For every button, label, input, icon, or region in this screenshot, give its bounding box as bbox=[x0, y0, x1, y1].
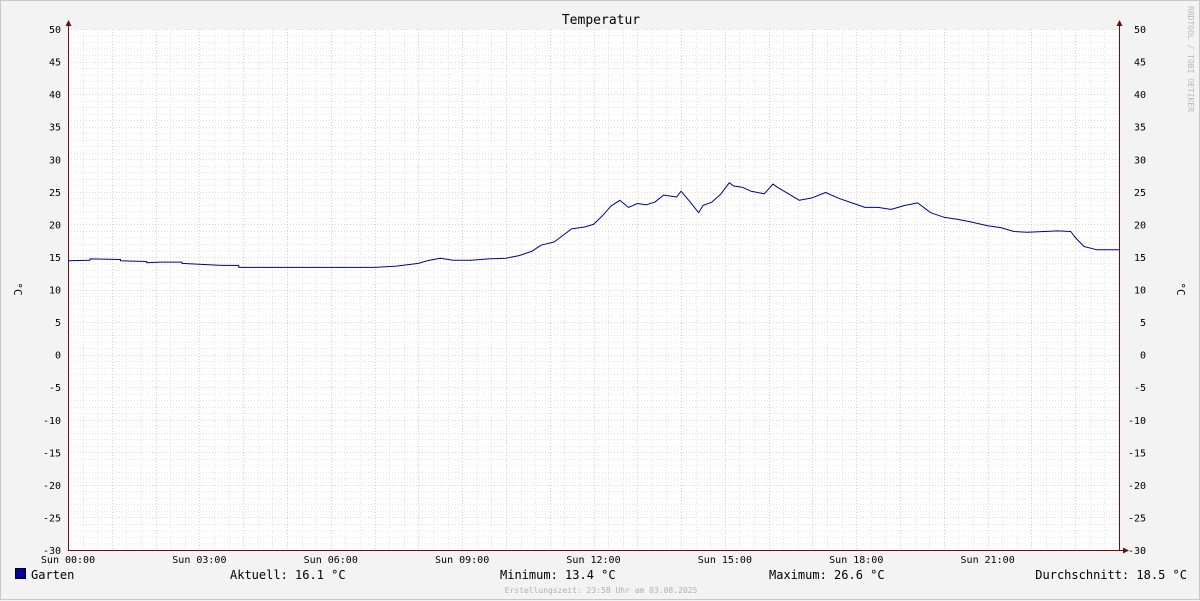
x-tick-labels: Sun 00:00 Sun 03:00 Sun 06:00 Sun 09:00 Sun … bbox=[41, 555, 1015, 566]
y-tick-label-right: 40 bbox=[1134, 90, 1146, 101]
y-tick-label-right: 50 bbox=[1134, 25, 1146, 36]
x-tick-label: Sun 12:00 bbox=[566, 555, 620, 566]
x-tick-label: Sun 06:00 bbox=[304, 555, 358, 566]
y-tick-label-right: 0 bbox=[1140, 351, 1146, 362]
y-tick-label-right: 5 bbox=[1140, 318, 1146, 329]
plot-area bbox=[68, 29, 1119, 550]
series-line-garten bbox=[67, 182, 1119, 268]
y-tick-label-right: -25 bbox=[1128, 513, 1146, 524]
y-tick-label-left: -30 bbox=[43, 546, 61, 557]
y-tick-label-left: 40 bbox=[49, 90, 61, 101]
y-tick-label-left: -10 bbox=[43, 416, 61, 427]
chart-title: Temperatur bbox=[562, 13, 640, 28]
legend-maximum: Maximum: 26.6 °C bbox=[769, 568, 885, 582]
y-tick-label-right: -20 bbox=[1128, 481, 1146, 492]
rrdtool-watermark: RRDTOOL / TOBI OETIKER bbox=[1186, 6, 1195, 112]
y-tick-label-left: 10 bbox=[49, 286, 61, 297]
footer-timestamp: Erstellungszeit: 23:58 Uhr am 03.08.2025 bbox=[504, 586, 698, 595]
y-tick-label-right: -30 bbox=[1128, 546, 1146, 557]
y-tick-label-left: 30 bbox=[49, 155, 61, 166]
y-tick-label-left: 45 bbox=[49, 58, 61, 69]
y-tick-label-left: 35 bbox=[49, 123, 61, 134]
major-grid bbox=[68, 29, 1120, 551]
x-tick-label: Sun 00:00 bbox=[41, 555, 95, 566]
legend-current: Aktuell: 16.1 °C bbox=[230, 568, 346, 582]
y-tick-label-right: -15 bbox=[1128, 448, 1146, 459]
y-tick-label-left: 50 bbox=[49, 25, 61, 36]
y-axis-arrow-right bbox=[1116, 20, 1123, 26]
legend-series-name: Garten bbox=[31, 568, 75, 582]
y-tick-label-left: -5 bbox=[49, 383, 61, 394]
legend-minimum: Minimum: 13.4 °C bbox=[500, 568, 616, 582]
y-tick-label-right: -10 bbox=[1128, 416, 1146, 427]
y-axis-label-right: °C bbox=[1174, 282, 1187, 295]
y-tick-label-left: 15 bbox=[49, 253, 61, 264]
y-tick-label-right: 45 bbox=[1134, 58, 1146, 69]
x-tick-label: Sun 03:00 bbox=[172, 555, 226, 566]
y-axis-label-left: °C bbox=[11, 282, 24, 295]
y-axis-arrow-left bbox=[65, 20, 72, 26]
y-tick-label-left: -20 bbox=[43, 481, 61, 492]
y-tick-label-right: -5 bbox=[1134, 383, 1146, 394]
y-tick-label-right: 15 bbox=[1134, 253, 1146, 264]
y-tick-label-right: 25 bbox=[1134, 188, 1146, 199]
legend: Garten Aktuell: 16.1 °C Minimum: 13.4 °C… bbox=[15, 568, 1187, 584]
legend-average: Durchschnitt: 18.5 °C bbox=[1035, 568, 1187, 582]
x-tick-label: Sun 09:00 bbox=[435, 555, 489, 566]
y-tick-label-left: 5 bbox=[55, 318, 61, 329]
x-tick-label: Sun 15:00 bbox=[698, 555, 752, 566]
y-tick-label-left: 20 bbox=[49, 220, 61, 231]
axes bbox=[65, 20, 1129, 554]
y-tick-label-right: 35 bbox=[1134, 123, 1146, 134]
x-tick-label: Sun 18:00 bbox=[829, 555, 883, 566]
y-tick-label-left: 25 bbox=[49, 188, 61, 199]
y-tick-label-left: 0 bbox=[55, 351, 61, 362]
y-tick-label-right: 30 bbox=[1134, 155, 1146, 166]
series-group bbox=[67, 182, 1119, 268]
minor-grid bbox=[68, 29, 1119, 550]
y-tick-label-right: 10 bbox=[1134, 286, 1146, 297]
legend-swatch-garten bbox=[15, 568, 26, 579]
y-tick-label-right: 20 bbox=[1134, 220, 1146, 231]
y-tick-label-left: -25 bbox=[43, 513, 61, 524]
y-tick-label-left: -15 bbox=[43, 448, 61, 459]
x-axis-arrow bbox=[1123, 547, 1129, 554]
x-tick-label: Sun 21:00 bbox=[961, 555, 1015, 566]
